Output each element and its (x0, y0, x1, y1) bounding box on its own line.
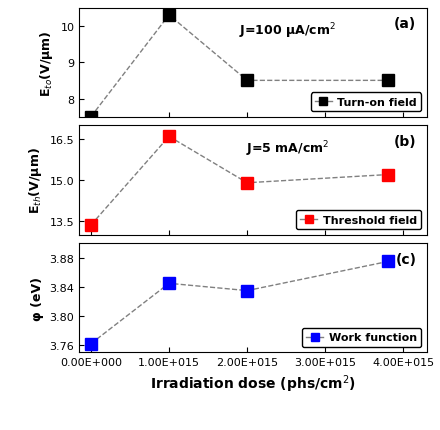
Y-axis label: φ (eV): φ (eV) (31, 276, 44, 320)
Text: (a): (a) (394, 17, 416, 31)
Legend: Turn-on field: Turn-on field (311, 93, 421, 112)
Y-axis label: E$_{to}$(V/μm): E$_{to}$(V/μm) (38, 30, 55, 96)
Text: J=100 μA/cm$^2$: J=100 μA/cm$^2$ (239, 22, 336, 41)
Text: (b): (b) (394, 135, 416, 149)
Legend: Threshold field: Threshold field (296, 211, 421, 230)
Text: J=5 mA/cm$^2$: J=5 mA/cm$^2$ (246, 139, 330, 159)
Y-axis label: E$_{th}$(V/μm): E$_{th}$(V/μm) (27, 147, 44, 214)
Legend: Work function: Work function (302, 328, 421, 347)
X-axis label: Irradiation dose (phs/cm$^2$): Irradiation dose (phs/cm$^2$) (150, 373, 356, 394)
Text: (c): (c) (396, 252, 416, 267)
